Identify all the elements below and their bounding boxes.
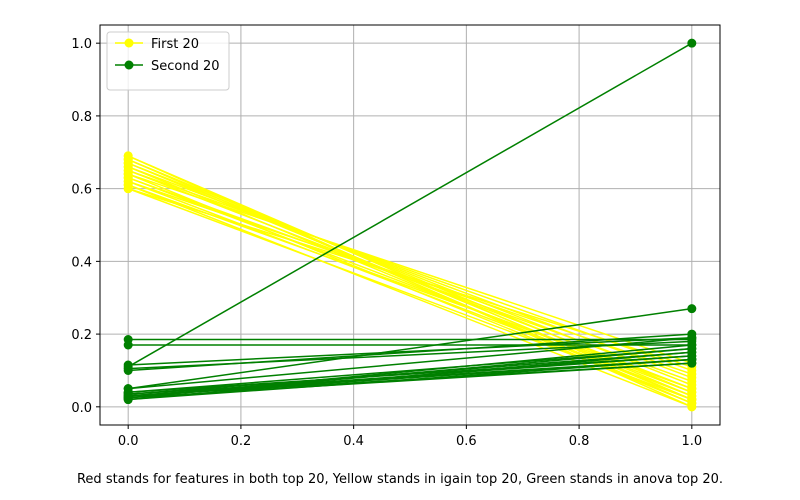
data-point (123, 184, 133, 194)
series-line (128, 351, 692, 401)
series-line (127, 42, 693, 368)
data-point (687, 395, 697, 405)
axes: 0.0 0.2 0.4 0.6 0.8 1.0 0.0 0.2 0.4 0.6 0.8 1.0 (71, 37, 702, 449)
data-point (687, 384, 697, 394)
legend-marker (124, 38, 134, 48)
y-tick-label: 0.4 (71, 255, 92, 270)
legend-marker (124, 60, 134, 70)
series-line (128, 307, 692, 390)
y-tick-label: 0.8 (71, 110, 92, 125)
data-point (687, 333, 697, 343)
series-line (128, 347, 692, 399)
y-tick-label: 0.6 (71, 183, 92, 198)
data-point (687, 376, 697, 386)
data-point (687, 344, 697, 354)
series-line (127, 184, 693, 408)
series-layer (123, 38, 697, 412)
series-line (127, 177, 693, 383)
series-2 (123, 38, 697, 405)
x-tick-label: 0.6 (456, 434, 477, 449)
x-tick-label: 1.0 (681, 434, 702, 449)
legend-label: First 20 (151, 37, 199, 52)
series-line (128, 362, 692, 397)
data-point (687, 369, 697, 379)
series-line (127, 173, 693, 364)
series-1 (123, 151, 697, 412)
y-tick-label: 0.2 (71, 328, 92, 343)
data-point (687, 355, 697, 365)
x-tick-label: 0.0 (118, 434, 139, 449)
plot-frame (99, 24, 721, 426)
legend-label: Second 20 (151, 59, 220, 74)
data-point (123, 389, 133, 399)
series-line (128, 358, 692, 395)
x-tick-label: 0.8 (569, 434, 590, 449)
legend-box (106, 31, 230, 91)
data-point (123, 360, 133, 370)
data-point (687, 402, 697, 412)
y-tick-label: 0.0 (71, 401, 92, 416)
series-line (128, 336, 692, 390)
series-line (128, 347, 692, 394)
legend: First 20 Second 20 (106, 31, 230, 91)
y-tick-label: 1.0 (71, 37, 92, 52)
line-chart: 0.0 0.2 0.4 0.6 0.8 1.0 0.0 0.2 0.4 0.6 0.8 1.0 Fir… (71, 24, 721, 449)
x-tick-label: 0.4 (343, 434, 364, 449)
figure-caption: Red stands for features in both top 20, … (76, 472, 723, 487)
series-line (128, 355, 692, 394)
series-line (127, 187, 693, 368)
series-line (128, 333, 692, 372)
series-line (127, 187, 693, 401)
x-tick-label: 0.2 (231, 434, 252, 449)
series-line (128, 336, 692, 366)
data-point (687, 304, 697, 314)
data-point (123, 340, 133, 350)
data-point (687, 38, 697, 48)
